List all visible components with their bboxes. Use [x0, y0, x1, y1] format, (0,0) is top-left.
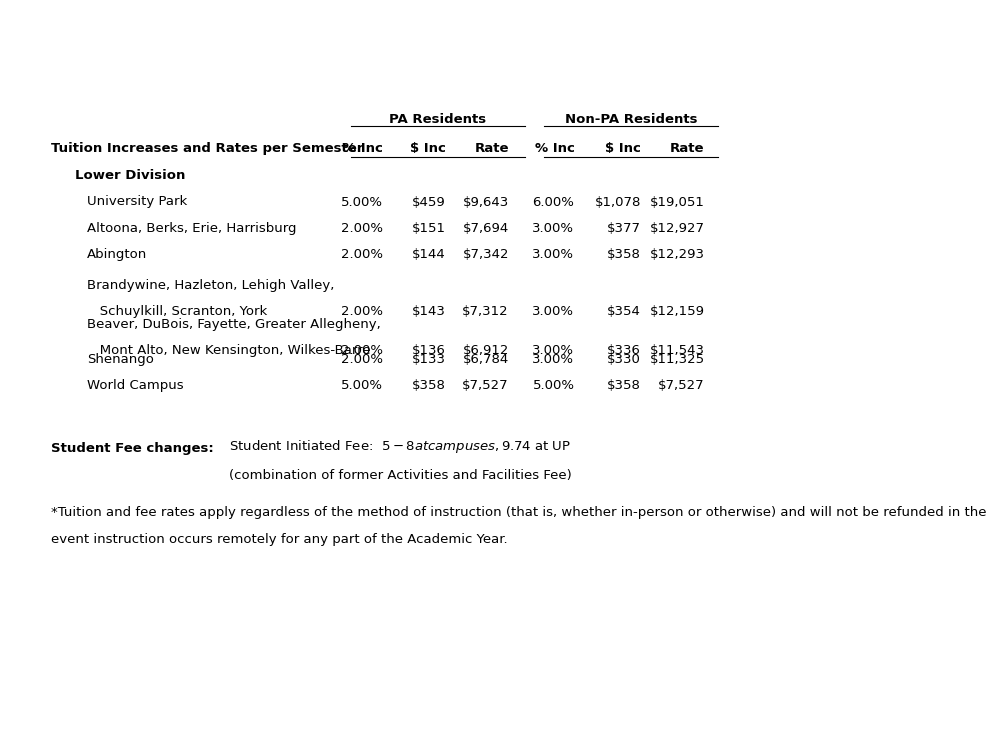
Text: Abington: Abington — [87, 248, 147, 261]
Text: $19,051: $19,051 — [650, 196, 705, 208]
Text: Shenango: Shenango — [87, 353, 154, 366]
Text: 3.00%: 3.00% — [532, 353, 574, 366]
Text: % Inc: % Inc — [343, 142, 383, 155]
Text: $ Inc: $ Inc — [410, 142, 446, 155]
Text: 5.00%: 5.00% — [341, 380, 383, 392]
Text: $354: $354 — [607, 305, 641, 318]
Text: University Park: University Park — [87, 196, 187, 208]
Text: Altoona, Berks, Erie, Harrisburg: Altoona, Berks, Erie, Harrisburg — [87, 222, 296, 235]
Text: 6.00%: 6.00% — [533, 196, 574, 208]
Text: Tuition Increases and Rates per Semester: Tuition Increases and Rates per Semester — [51, 142, 364, 155]
Text: $330: $330 — [607, 353, 641, 366]
Text: Student Fee changes:: Student Fee changes: — [51, 442, 214, 455]
Text: Rate: Rate — [670, 142, 705, 155]
Text: World Campus: World Campus — [87, 380, 183, 392]
Text: 3.00%: 3.00% — [532, 222, 574, 235]
Text: $11,543: $11,543 — [650, 344, 705, 357]
Text: $7,527: $7,527 — [658, 380, 705, 392]
Text: $151: $151 — [412, 222, 446, 235]
Text: 3.00%: 3.00% — [532, 248, 574, 261]
Text: 3.00%: 3.00% — [532, 344, 574, 357]
Text: Non-PA Residents: Non-PA Residents — [565, 113, 698, 126]
Text: % Inc: % Inc — [535, 142, 574, 155]
Text: $133: $133 — [412, 353, 446, 366]
Text: $143: $143 — [412, 305, 446, 318]
Text: 2.00%: 2.00% — [341, 222, 383, 235]
Text: 2.00%: 2.00% — [341, 344, 383, 357]
Text: $7,527: $7,527 — [462, 380, 509, 392]
Text: PA Residents: PA Residents — [389, 113, 487, 126]
Text: $358: $358 — [607, 380, 641, 392]
Text: $136: $136 — [412, 344, 446, 357]
Text: $144: $144 — [412, 248, 446, 261]
Text: $6,912: $6,912 — [463, 344, 509, 357]
Text: 2.00%: 2.00% — [341, 353, 383, 366]
Text: $7,342: $7,342 — [462, 248, 509, 261]
Text: $459: $459 — [412, 196, 446, 208]
Text: Rate: Rate — [474, 142, 509, 155]
Text: Schuylkill, Scranton, York: Schuylkill, Scranton, York — [87, 305, 267, 318]
Text: *Tuition and fee rates apply regardless of the method of instruction (that is, w: *Tuition and fee rates apply regardless … — [51, 506, 987, 519]
Text: $336: $336 — [607, 344, 641, 357]
Text: Student Initiated Fee:  $5-8 at campuses, $9.74 at UP: Student Initiated Fee: $5-8 at campuses,… — [229, 438, 570, 455]
Text: Mont Alto, New Kensington, Wilkes-Barre: Mont Alto, New Kensington, Wilkes-Barre — [87, 344, 370, 357]
Text: $7,312: $7,312 — [462, 305, 509, 318]
Text: $377: $377 — [607, 222, 641, 235]
Text: $7,694: $7,694 — [463, 222, 509, 235]
Text: $1,078: $1,078 — [594, 196, 641, 208]
Text: $12,159: $12,159 — [650, 305, 705, 318]
Text: $11,325: $11,325 — [650, 353, 705, 366]
Text: 5.00%: 5.00% — [341, 196, 383, 208]
Text: $12,927: $12,927 — [650, 222, 705, 235]
Text: 5.00%: 5.00% — [532, 380, 574, 392]
Text: $9,643: $9,643 — [463, 196, 509, 208]
Text: $358: $358 — [412, 380, 446, 392]
Text: Brandywine, Hazleton, Lehigh Valley,: Brandywine, Hazleton, Lehigh Valley, — [87, 280, 334, 292]
Text: $6,784: $6,784 — [463, 353, 509, 366]
Text: $ Inc: $ Inc — [605, 142, 641, 155]
Text: 3.00%: 3.00% — [532, 305, 574, 318]
Text: $358: $358 — [607, 248, 641, 261]
Text: 2.00%: 2.00% — [341, 305, 383, 318]
Text: $12,293: $12,293 — [650, 248, 705, 261]
Text: event instruction occurs remotely for any part of the Academic Year.: event instruction occurs remotely for an… — [51, 533, 508, 546]
Text: Lower Division: Lower Division — [75, 170, 185, 182]
Text: (combination of former Activities and Facilities Fee): (combination of former Activities and Fa… — [229, 470, 572, 482]
Text: 2.00%: 2.00% — [341, 248, 383, 261]
Text: Beaver, DuBois, Fayette, Greater Allegheny,: Beaver, DuBois, Fayette, Greater Alleghe… — [87, 319, 381, 332]
